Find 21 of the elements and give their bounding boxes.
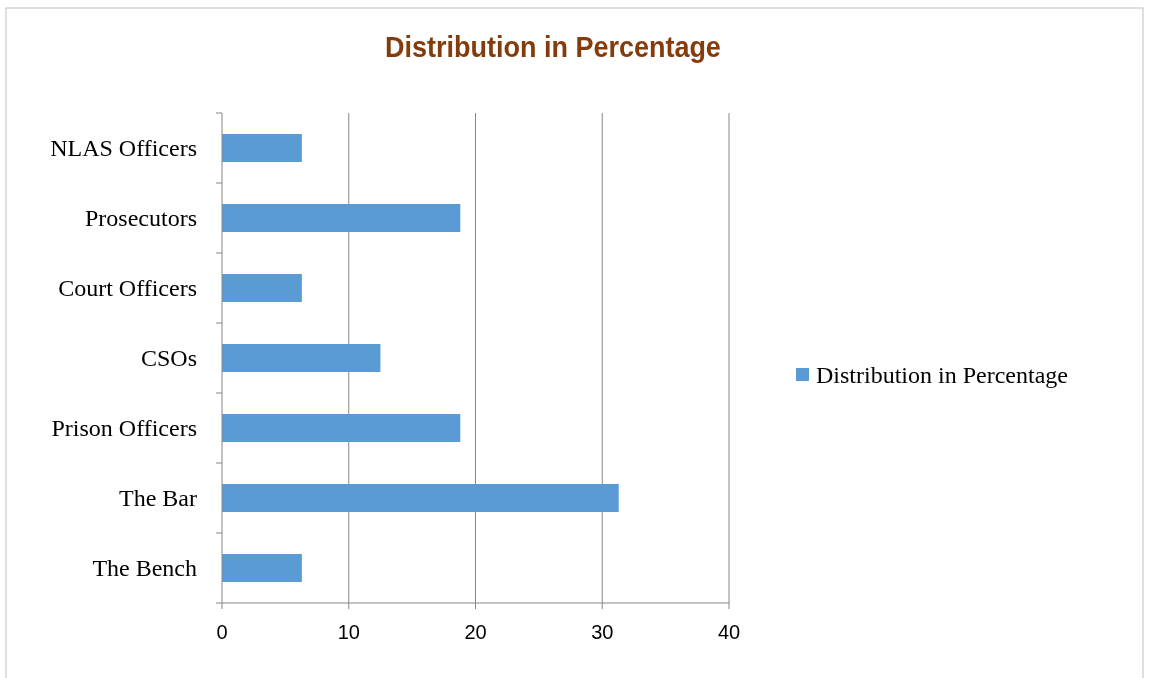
legend-label: Distribution in Percentage — [816, 362, 1068, 389]
x-tick-label: 40 — [717, 621, 741, 643]
bar — [222, 204, 461, 232]
bar — [222, 554, 302, 582]
chart-title: Distribution in Percentage — [385, 29, 721, 64]
y-tick-label: The Bar — [119, 485, 197, 512]
y-tick-label: CSOs — [140, 345, 197, 372]
y-tick-label: Court Officers — [58, 275, 197, 302]
bar — [222, 414, 461, 442]
y-tick-label: Prison Officers — [51, 415, 197, 442]
y-tick-label: Prosecutors — [85, 205, 197, 232]
x-tick-label: 20 — [464, 621, 487, 643]
bar — [222, 134, 302, 162]
x-tick-label: 10 — [337, 621, 360, 643]
bar — [222, 484, 619, 512]
y-tick-label: The Bench — [92, 555, 197, 582]
x-tick-label: 0 — [216, 621, 228, 643]
y-tick-label: NLAS Officers — [50, 135, 197, 162]
bar — [222, 344, 381, 372]
x-tick-label: 30 — [591, 621, 614, 643]
bar — [222, 274, 302, 302]
